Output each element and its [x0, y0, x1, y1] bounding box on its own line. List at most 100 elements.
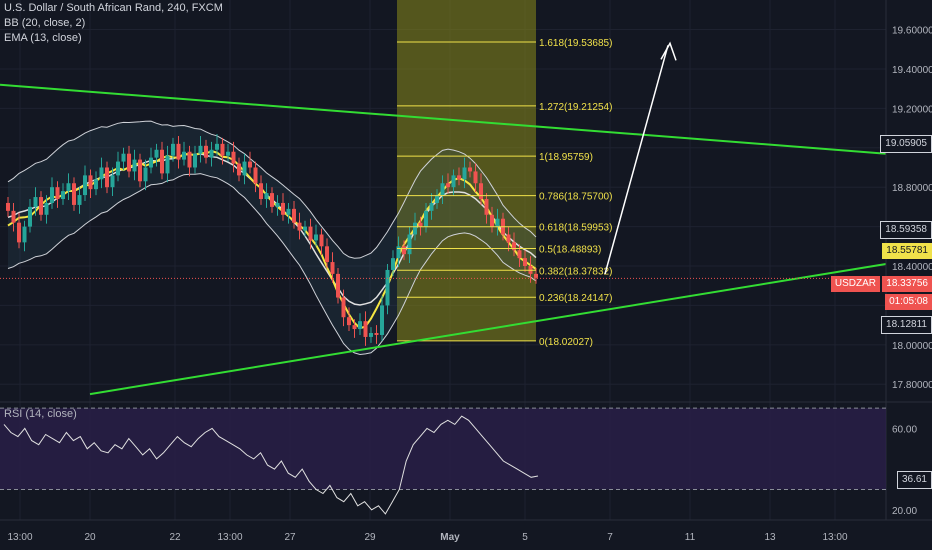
y-tick-label: 18.40000: [892, 262, 932, 273]
candle-body: [215, 143, 219, 150]
candle-body: [110, 175, 115, 188]
candle-body: [473, 171, 478, 184]
fib-label-0: 0(18.02027): [539, 337, 593, 348]
candle-body: [39, 197, 43, 215]
candle-body: [220, 143, 225, 156]
candle-body: [11, 210, 16, 223]
y-tick-label: 19.20000: [892, 104, 932, 115]
candle-body: [484, 199, 489, 215]
candle-body: [198, 145, 203, 154]
candle-body: [237, 163, 241, 176]
price-label-level-1: 19.05905: [880, 135, 932, 153]
lower-trendline: [89, 263, 887, 396]
rsi-band: [0, 408, 886, 490]
candle-body: [308, 226, 313, 241]
x-tick-label: 13:00: [217, 532, 242, 543]
candle-body: [512, 242, 516, 251]
rsi-legend[interactable]: RSI (14, close): [4, 408, 77, 420]
rsi-value-label: 36.61: [896, 471, 932, 489]
candle-body: [506, 234, 511, 243]
candle-body: [28, 206, 32, 227]
x-tick-label: 13: [764, 532, 776, 543]
candle-body: [297, 222, 302, 231]
symbol-badge[interactable]: USDZAR: [830, 276, 880, 292]
candle-body: [105, 167, 109, 188]
candle-body: [17, 222, 21, 243]
candle-body: [523, 258, 527, 267]
candle-body: [286, 208, 291, 215]
upper-trendline: [0, 83, 887, 155]
fib-label-1.272: 1.272(19.21254): [539, 102, 612, 113]
chart-title: U.S. Dollar / South African Rand, 240, F…: [4, 2, 223, 14]
candle-body: [55, 187, 60, 200]
y-tick-label: 18.00000: [892, 341, 932, 352]
candle-body: [407, 234, 412, 255]
fib-label-1: 1(18.95759): [539, 152, 593, 163]
bb-upper: [7, 120, 537, 259]
rsi-tick-label: 20.00: [892, 506, 917, 517]
fib-label-0.618: 0.618(18.59953): [539, 223, 612, 234]
candle-body: [61, 191, 65, 200]
rsi-tick-label: 60.00: [892, 424, 917, 435]
candle-body: [358, 321, 362, 330]
candle-body: [440, 183, 445, 196]
ema-legend[interactable]: EMA (13, close): [4, 32, 82, 44]
candle-body: [242, 161, 247, 176]
candle-body: [33, 197, 38, 207]
candle-body: [231, 151, 236, 164]
candle-body: [446, 183, 450, 188]
candle-body: [22, 226, 27, 243]
candle-body: [121, 153, 126, 162]
y-tick-label: 17.80000: [892, 380, 932, 391]
candle-body: [171, 143, 175, 156]
candle-body: [270, 193, 274, 207]
candle-body: [330, 262, 335, 274]
candle-body: [369, 333, 373, 337]
candle-body: [402, 246, 406, 255]
candle-body: [319, 234, 324, 247]
candle-body: [451, 175, 456, 188]
candle-body: [363, 321, 368, 337]
candle-body: [99, 167, 104, 180]
current-price-label: 18.33756: [882, 276, 932, 292]
candle-body: [149, 157, 153, 168]
fib-label-0.786: 0.786(18.75700): [539, 192, 612, 203]
candle-body: [6, 202, 10, 211]
candle-body: [534, 273, 538, 278]
rsi-line: [3, 415, 539, 515]
x-tick-label: 27: [284, 532, 296, 543]
candle-body: [303, 226, 307, 231]
candle-body: [424, 210, 428, 227]
candle-body: [66, 183, 71, 192]
fib-label-0.382: 0.382(18.37832): [539, 266, 612, 277]
candle-body: [165, 155, 170, 174]
candle-body: [413, 222, 417, 235]
candle-body: [325, 246, 329, 263]
candle-body: [154, 149, 159, 158]
candle-body: [209, 149, 214, 158]
y-tick-label: 19.40000: [892, 65, 932, 76]
candle-body: [462, 167, 467, 180]
candle-body: [182, 151, 186, 160]
countdown-label: 01:05:08: [885, 294, 932, 310]
bb-legend[interactable]: BB (20, close, 2): [4, 17, 86, 29]
candle-body: [44, 202, 49, 215]
candle-body: [391, 258, 395, 270]
candle-body: [127, 153, 131, 172]
y-tick-label: 18.80000: [892, 183, 932, 194]
candle-body: [94, 179, 98, 190]
candle-body: [253, 167, 258, 184]
candle-body: [138, 159, 142, 182]
x-tick-label: 20: [84, 532, 96, 543]
candle-body: [385, 269, 390, 306]
candle-body: [396, 246, 401, 259]
candle-body: [50, 187, 54, 203]
price-label-level-4: 18.12811: [881, 316, 932, 334]
fib-label-0.5: 0.5(18.48893): [539, 244, 601, 255]
candle-body: [336, 273, 340, 298]
fib-label-0.236: 0.236(18.24147): [539, 293, 612, 304]
candle-body: [435, 195, 439, 203]
x-tick-label: 22: [169, 532, 181, 543]
projection-arrow-line: [604, 45, 669, 275]
